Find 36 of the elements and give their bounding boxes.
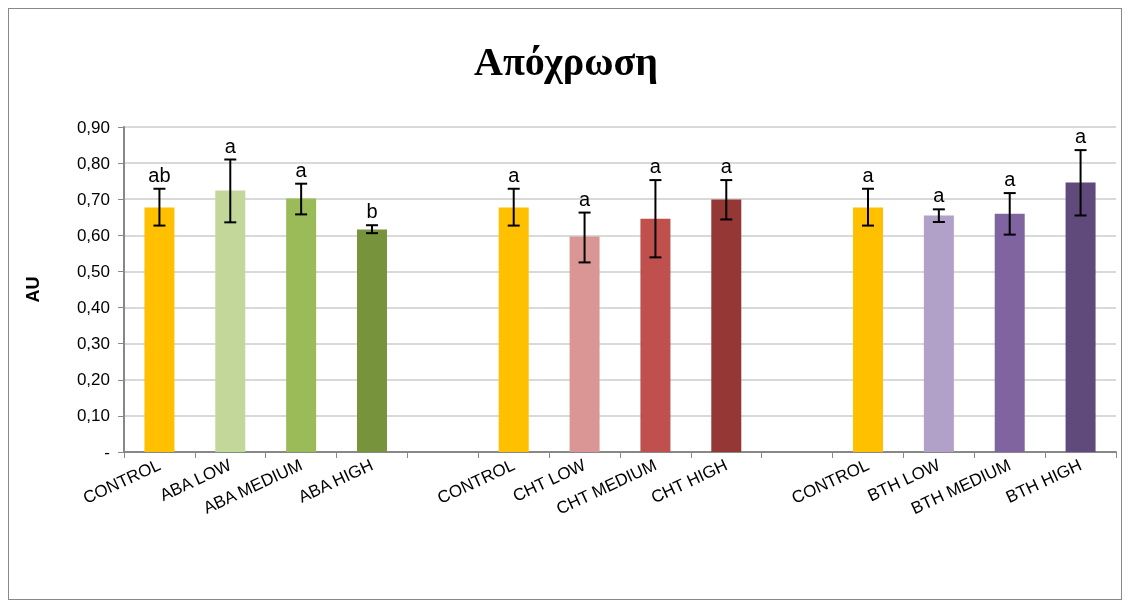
bar bbox=[923, 215, 954, 452]
bar bbox=[640, 218, 671, 452]
data-label: a bbox=[862, 163, 875, 186]
bar bbox=[994, 213, 1025, 452]
data-label: a bbox=[295, 158, 308, 181]
y-tick-label: 0,20 bbox=[76, 370, 110, 390]
bar bbox=[144, 207, 175, 452]
bar bbox=[1065, 182, 1096, 452]
bar bbox=[286, 198, 317, 452]
data-label: a bbox=[1075, 125, 1088, 148]
data-label: a bbox=[224, 134, 237, 157]
data-label: a bbox=[508, 163, 521, 186]
data-label: a bbox=[579, 187, 592, 210]
bar bbox=[215, 190, 246, 452]
y-tick-label: 0,90 bbox=[76, 117, 110, 137]
bar bbox=[711, 199, 742, 452]
data-label: ab bbox=[148, 163, 171, 186]
bar bbox=[569, 236, 600, 452]
y-tick-label: 0,70 bbox=[76, 189, 110, 209]
y-tick-label: 0,50 bbox=[76, 261, 110, 281]
data-label: a bbox=[933, 184, 946, 207]
y-tick-label: 0,10 bbox=[76, 406, 110, 426]
data-label: b bbox=[366, 200, 378, 223]
data-label: a bbox=[1004, 168, 1017, 191]
y-tick-label: 0,40 bbox=[76, 298, 110, 318]
y-tick-label: 0,30 bbox=[76, 334, 110, 354]
y-tick-label: 0,80 bbox=[76, 153, 110, 173]
bar bbox=[853, 207, 883, 452]
chart-title: Απόχρωση bbox=[474, 38, 658, 84]
y-axis-title: AU bbox=[23, 276, 43, 303]
y-tick-label: 0,60 bbox=[76, 225, 110, 245]
data-label: a bbox=[649, 155, 662, 178]
bar bbox=[357, 229, 387, 452]
data-label: a bbox=[720, 155, 733, 178]
bar bbox=[498, 207, 529, 452]
y-tick-label: - bbox=[104, 442, 110, 462]
